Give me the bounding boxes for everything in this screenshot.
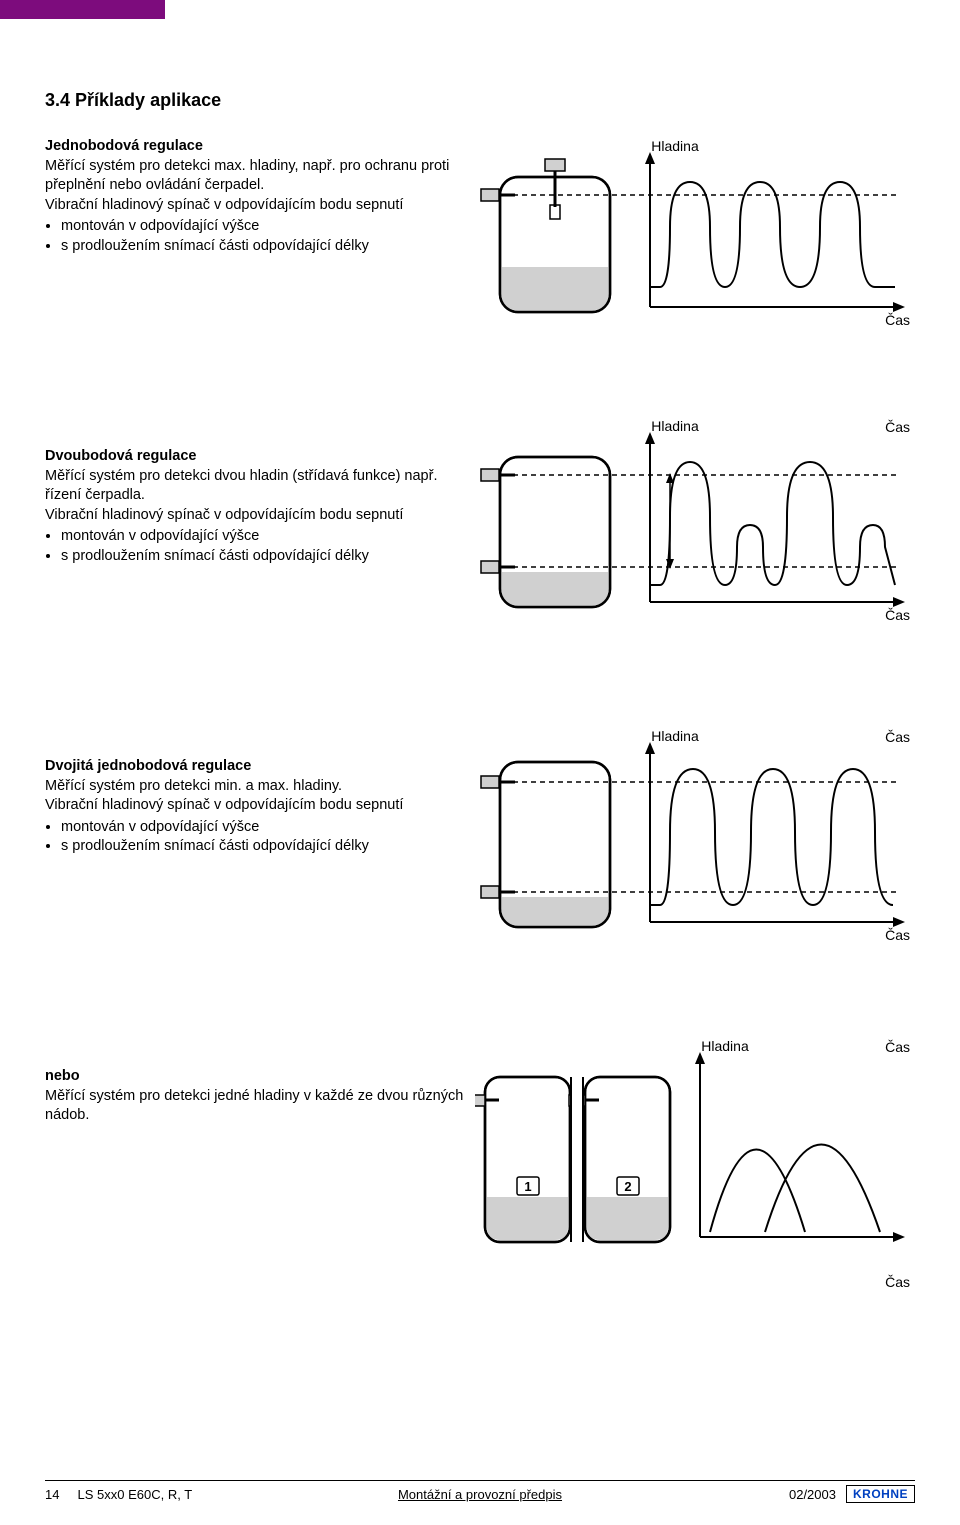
- block2-body: Měřící systém pro detekci dvou hladin (s…: [45, 467, 465, 506]
- footer-page: 14: [45, 1487, 59, 1502]
- block1-diagram: Hladina Čas: [475, 137, 915, 357]
- footer-center: Montážní a provozní předpis: [398, 1487, 562, 1502]
- y-axis-label: Hladina: [651, 418, 699, 434]
- tank3: [481, 762, 610, 927]
- block4-diagram: Hladina Čas Čas 1: [475, 1037, 915, 1307]
- example-block-4: nebo Měřící systém pro detekci jedné hla…: [45, 1067, 915, 1347]
- block3-heading: Dvojitá jednobodová regulace: [45, 757, 465, 777]
- footer-brand: KROHNE: [846, 1485, 915, 1503]
- tank-gap: [571, 1075, 583, 1245]
- block4-text: nebo Měřící systém pro detekci jedné hla…: [45, 1067, 465, 1126]
- block1-bullets: montován v odpovídající výšce s prodlouž…: [61, 217, 465, 256]
- x-axis-label: Čas: [885, 1274, 910, 1290]
- example-block-2: Dvoubodová regulace Měřící systém pro de…: [45, 447, 915, 667]
- x-axis-label: Čas: [885, 312, 910, 328]
- x-axis-label: Čas: [885, 927, 910, 943]
- footer-right: 02/2003 KROHNE: [789, 1485, 915, 1503]
- block2-bullet1: montován v odpovídající výšce: [61, 527, 465, 547]
- footer-left: 14 LS 5xx0 E60C, R, T: [45, 1487, 192, 1502]
- block3-body: Měřící systém pro detekci min. a max. hl…: [45, 777, 465, 797]
- x-axis-arrow: [893, 302, 905, 312]
- page-content: 3.4 Příklady aplikace Jednobodová regula…: [45, 90, 915, 1387]
- tank2-label: 2: [624, 1179, 631, 1194]
- y-axis-label: Hladina: [701, 1038, 749, 1054]
- header-accent-bar: [0, 0, 165, 19]
- footer-model: LS 5xx0 E60C, R, T: [78, 1487, 193, 1502]
- diagram1-svg: Hladina Čas: [475, 137, 915, 357]
- x-axis-label-top: Čas: [885, 419, 910, 435]
- waveform: [650, 769, 893, 905]
- block3-bullet2: s prodloužením snímací části odpovídajíc…: [61, 837, 465, 857]
- block3-bullets: montován v odpovídající výšce s prodlouž…: [61, 818, 465, 857]
- tank1-label: 1: [524, 1179, 531, 1194]
- block1-bullet1: montován v odpovídající výšce: [61, 217, 465, 237]
- block3-diagram: Hladina Čas Čas: [475, 727, 915, 967]
- tank2: [481, 457, 610, 607]
- block4-body: Měřící systém pro detekci jedné hladiny …: [45, 1087, 465, 1126]
- diagram4-svg: Hladina Čas Čas 1: [475, 1037, 915, 1307]
- x-axis-label-top: Čas: [885, 1039, 910, 1055]
- block1-heading: Jednobodová regulace: [45, 137, 465, 157]
- block1-bullet2: s prodloužením snímací části odpovídajíc…: [61, 237, 465, 257]
- x-axis-arrow: [893, 1232, 905, 1242]
- block4-heading: nebo: [45, 1067, 465, 1087]
- curve-tank2: [765, 1145, 880, 1233]
- block3-bullet1: montován v odpovídající výšce: [61, 818, 465, 838]
- diagram2-svg: Hladina Čas Čas: [475, 417, 915, 647]
- waveform: [650, 182, 895, 287]
- x-axis-arrow: [893, 597, 905, 607]
- y-axis-label: Hladina: [651, 728, 699, 744]
- block2-bullets: montován v odpovídající výšce s prodlouž…: [61, 527, 465, 566]
- block2-bullet2: s prodloužením snímací části odpovídajíc…: [61, 547, 465, 567]
- footer-date: 02/2003: [789, 1487, 836, 1502]
- x-axis-label-top: Čas: [885, 729, 910, 745]
- diagram3-svg: Hladina Čas Čas: [475, 727, 915, 967]
- block2-text: Dvoubodová regulace Měřící systém pro de…: [45, 447, 465, 566]
- block2-heading: Dvoubodová regulace: [45, 447, 465, 467]
- tank4a: 1: [475, 1077, 570, 1242]
- block2-line2: Vibrační hladinový spínač v odpovídající…: [45, 506, 465, 526]
- example-block-1: Jednobodová regulace Měřící systém pro d…: [45, 137, 915, 357]
- tank4b: 2: [569, 1077, 670, 1242]
- page-footer: 14 LS 5xx0 E60C, R, T Montážní a provozn…: [45, 1480, 915, 1503]
- block3-line2: Vibrační hladinový spínač v odpovídající…: [45, 796, 465, 816]
- block1-text: Jednobodová regulace Měřící systém pro d…: [45, 137, 465, 256]
- block1-body: Měřící systém pro detekci max. hladiny, …: [45, 157, 465, 196]
- y-axis-label: Hladina: [651, 138, 699, 154]
- block1-line2: Vibrační hladinový spínač v odpovídající…: [45, 196, 465, 216]
- x-axis-label: Čas: [885, 607, 910, 623]
- example-block-3: Dvojitá jednobodová regulace Měřící syst…: [45, 757, 915, 977]
- tank1: [481, 159, 610, 312]
- block3-text: Dvojitá jednobodová regulace Měřící syst…: [45, 757, 465, 857]
- x-axis-arrow: [893, 917, 905, 927]
- block2-diagram: Hladina Čas Čas: [475, 417, 915, 647]
- curve-tank1: [710, 1150, 805, 1233]
- section-title: 3.4 Příklady aplikace: [45, 90, 915, 111]
